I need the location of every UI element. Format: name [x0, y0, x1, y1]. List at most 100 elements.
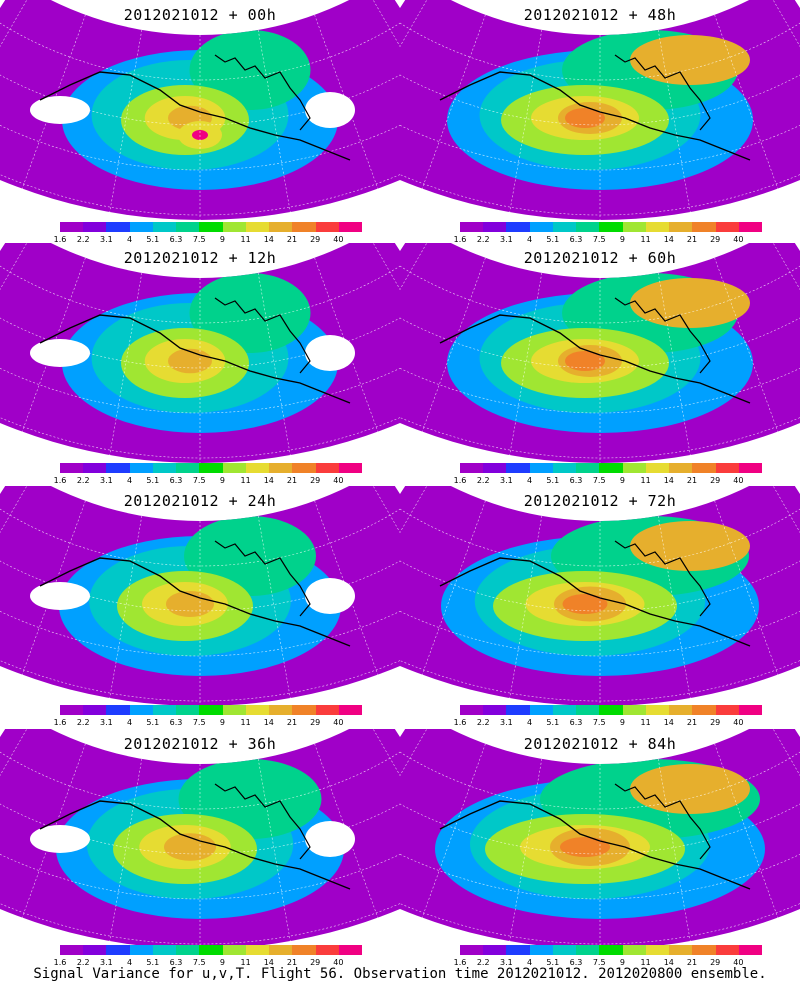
colorbar-swatch: [292, 705, 316, 715]
colorbar-swatch: [60, 945, 84, 955]
colorbar-swatch: [83, 945, 107, 955]
colorbar-tick-label: 14: [663, 718, 674, 727]
colorbar-tick-label: 11: [240, 958, 251, 967]
colorbar-tick-label: 29: [710, 476, 721, 485]
variance-map: [0, 243, 400, 464]
colorbar-swatch: [222, 945, 246, 955]
panel-title: 2012021012 + 36h: [123, 735, 277, 753]
colorbar-swatch: [338, 222, 363, 232]
colorbar-swatch: [245, 222, 270, 232]
colorbar-tick-label: 3.1: [500, 235, 513, 244]
colorbar-tick-label: 3.1: [100, 235, 113, 244]
map-panel-48h: 2012021012 + 48h 1.6 2.2 3.1 4 5.1 6.3 7.5 9 11 1…: [400, 0, 800, 244]
colorbar-tick-label: 40: [333, 235, 344, 244]
colorbar-swatch: [60, 463, 84, 473]
coastline: [439, 71, 751, 161]
colorbar-swatch: [529, 463, 553, 473]
colorbar-swatch: [483, 705, 507, 715]
colorbar-swatch: [176, 222, 200, 232]
colorbar-tick-label: 1.6: [453, 476, 467, 485]
colorbar-tick-label: 6.3: [569, 718, 583, 727]
colorbar-swatch: [645, 222, 670, 232]
colorbar-swatch: [199, 463, 223, 473]
colorbar-tick-label: 4: [527, 235, 533, 244]
variance-map: [400, 729, 800, 950]
colorbar-tick-label: 3.1: [100, 958, 113, 967]
colorbar-tick-label: 4: [127, 718, 133, 727]
colorbar-tick-label: 6.3: [569, 235, 583, 244]
colorbar-swatch: [315, 705, 339, 715]
map-panel-24h: 2012021012 + 24h 1.6 2.2 3.1 4 5.1 6.3 7.5 9 11 1…: [0, 486, 400, 728]
colorbar-tick-label: 5.1: [546, 235, 560, 244]
variance-map: [400, 486, 800, 707]
colorbar-tick-label: 2.2: [76, 718, 90, 727]
colorbar-swatch: [152, 222, 177, 232]
coastline: [39, 800, 351, 890]
colorbar-swatch: [599, 705, 623, 715]
coastline: [39, 557, 351, 647]
colorbar-swatch: [622, 945, 646, 955]
coastline: [214, 54, 311, 131]
shaded-field: [0, 729, 400, 950]
colorbar-swatch: [338, 705, 363, 715]
colorbar-tick-label: 14: [663, 958, 674, 967]
colorbar-swatch: [622, 463, 646, 473]
colorbar-swatch: [129, 463, 153, 473]
panel-title: 2012021012 + 12h: [123, 249, 277, 267]
colorbar-tick-label: 29: [710, 718, 721, 727]
colorbar-tick-label: 9: [619, 958, 625, 967]
colorbar-tick-label: 4: [527, 718, 533, 727]
colorbar-tick-label: 6.3: [169, 718, 183, 727]
colorbar-swatch: [222, 705, 246, 715]
colorbar-swatch: [576, 945, 600, 955]
panel-title: 2012021012 + 24h: [123, 492, 277, 510]
colorbar-tick-label: 4: [127, 476, 133, 485]
colorbar-swatch: [552, 945, 577, 955]
colorbar-tick-label: 11: [640, 235, 651, 244]
coastline: [614, 54, 711, 131]
colorbar-tick-label: 2.2: [476, 476, 490, 485]
colorbar-tick-label: 5.1: [146, 718, 160, 727]
variance-map: [400, 243, 800, 464]
colorbar-tick-label: 14: [663, 235, 674, 244]
panel-title: 2012021012 + 00h: [123, 6, 277, 24]
map-panel-72h: 2012021012 + 72h 1.6 2.2 3.1 4 5.1 6.3 7.5 9 11 1…: [400, 486, 800, 728]
colorbar-tick-label: 9: [619, 718, 625, 727]
graticule: [0, 0, 400, 220]
colorbar-tick-label: 6.3: [569, 958, 583, 967]
colorbar-tick-label: 40: [733, 476, 744, 485]
colorbar-swatch: [599, 222, 623, 232]
colorbar-swatch: [715, 222, 739, 232]
colorbar-swatch: [645, 945, 670, 955]
shaded-field: [0, 0, 400, 221]
colorbar-tick-label: 1.6: [53, 718, 67, 727]
colorbar-swatch: [506, 222, 530, 232]
colorbar-swatch: [338, 945, 363, 955]
colorbar-swatch: [738, 222, 763, 232]
colorbar-swatch: [129, 945, 153, 955]
map-panel-60h: 2012021012 + 60h 1.6 2.2 3.1 4 5.1 6.3 7.5 9 11 1…: [400, 243, 800, 485]
colorbar-tick-label: 2.2: [476, 958, 490, 967]
graticule: [400, 729, 800, 949]
colorbar-tick-label: 7.5: [592, 958, 606, 967]
colorbar-swatch: [129, 705, 153, 715]
colorbar-tick-label: 2.2: [76, 476, 90, 485]
colorbar-tick-label: 1.6: [453, 718, 467, 727]
colorbar-tick-label: 21: [686, 718, 698, 727]
colorbar-tick-label: 29: [710, 958, 721, 967]
colorbar-swatch: [129, 222, 153, 232]
colorbar-tick-label: 21: [286, 476, 298, 485]
colorbar-swatch: [292, 463, 316, 473]
colorbar-swatch: [269, 463, 293, 473]
colorbar-tick-label: 40: [333, 476, 344, 485]
colorbar-tick-label: 40: [333, 958, 344, 967]
colorbar-tick-label: 9: [619, 476, 625, 485]
colorbar-tick-label: 7.5: [592, 235, 606, 244]
colorbar-tick-label: 11: [640, 718, 651, 727]
colorbar-swatch: [106, 945, 130, 955]
colorbar-swatch: [692, 705, 716, 715]
colorbar-swatch: [245, 705, 270, 715]
colorbar-tick-label: 6.3: [169, 476, 183, 485]
colorbar-swatch: [622, 705, 646, 715]
coastline: [439, 314, 751, 404]
